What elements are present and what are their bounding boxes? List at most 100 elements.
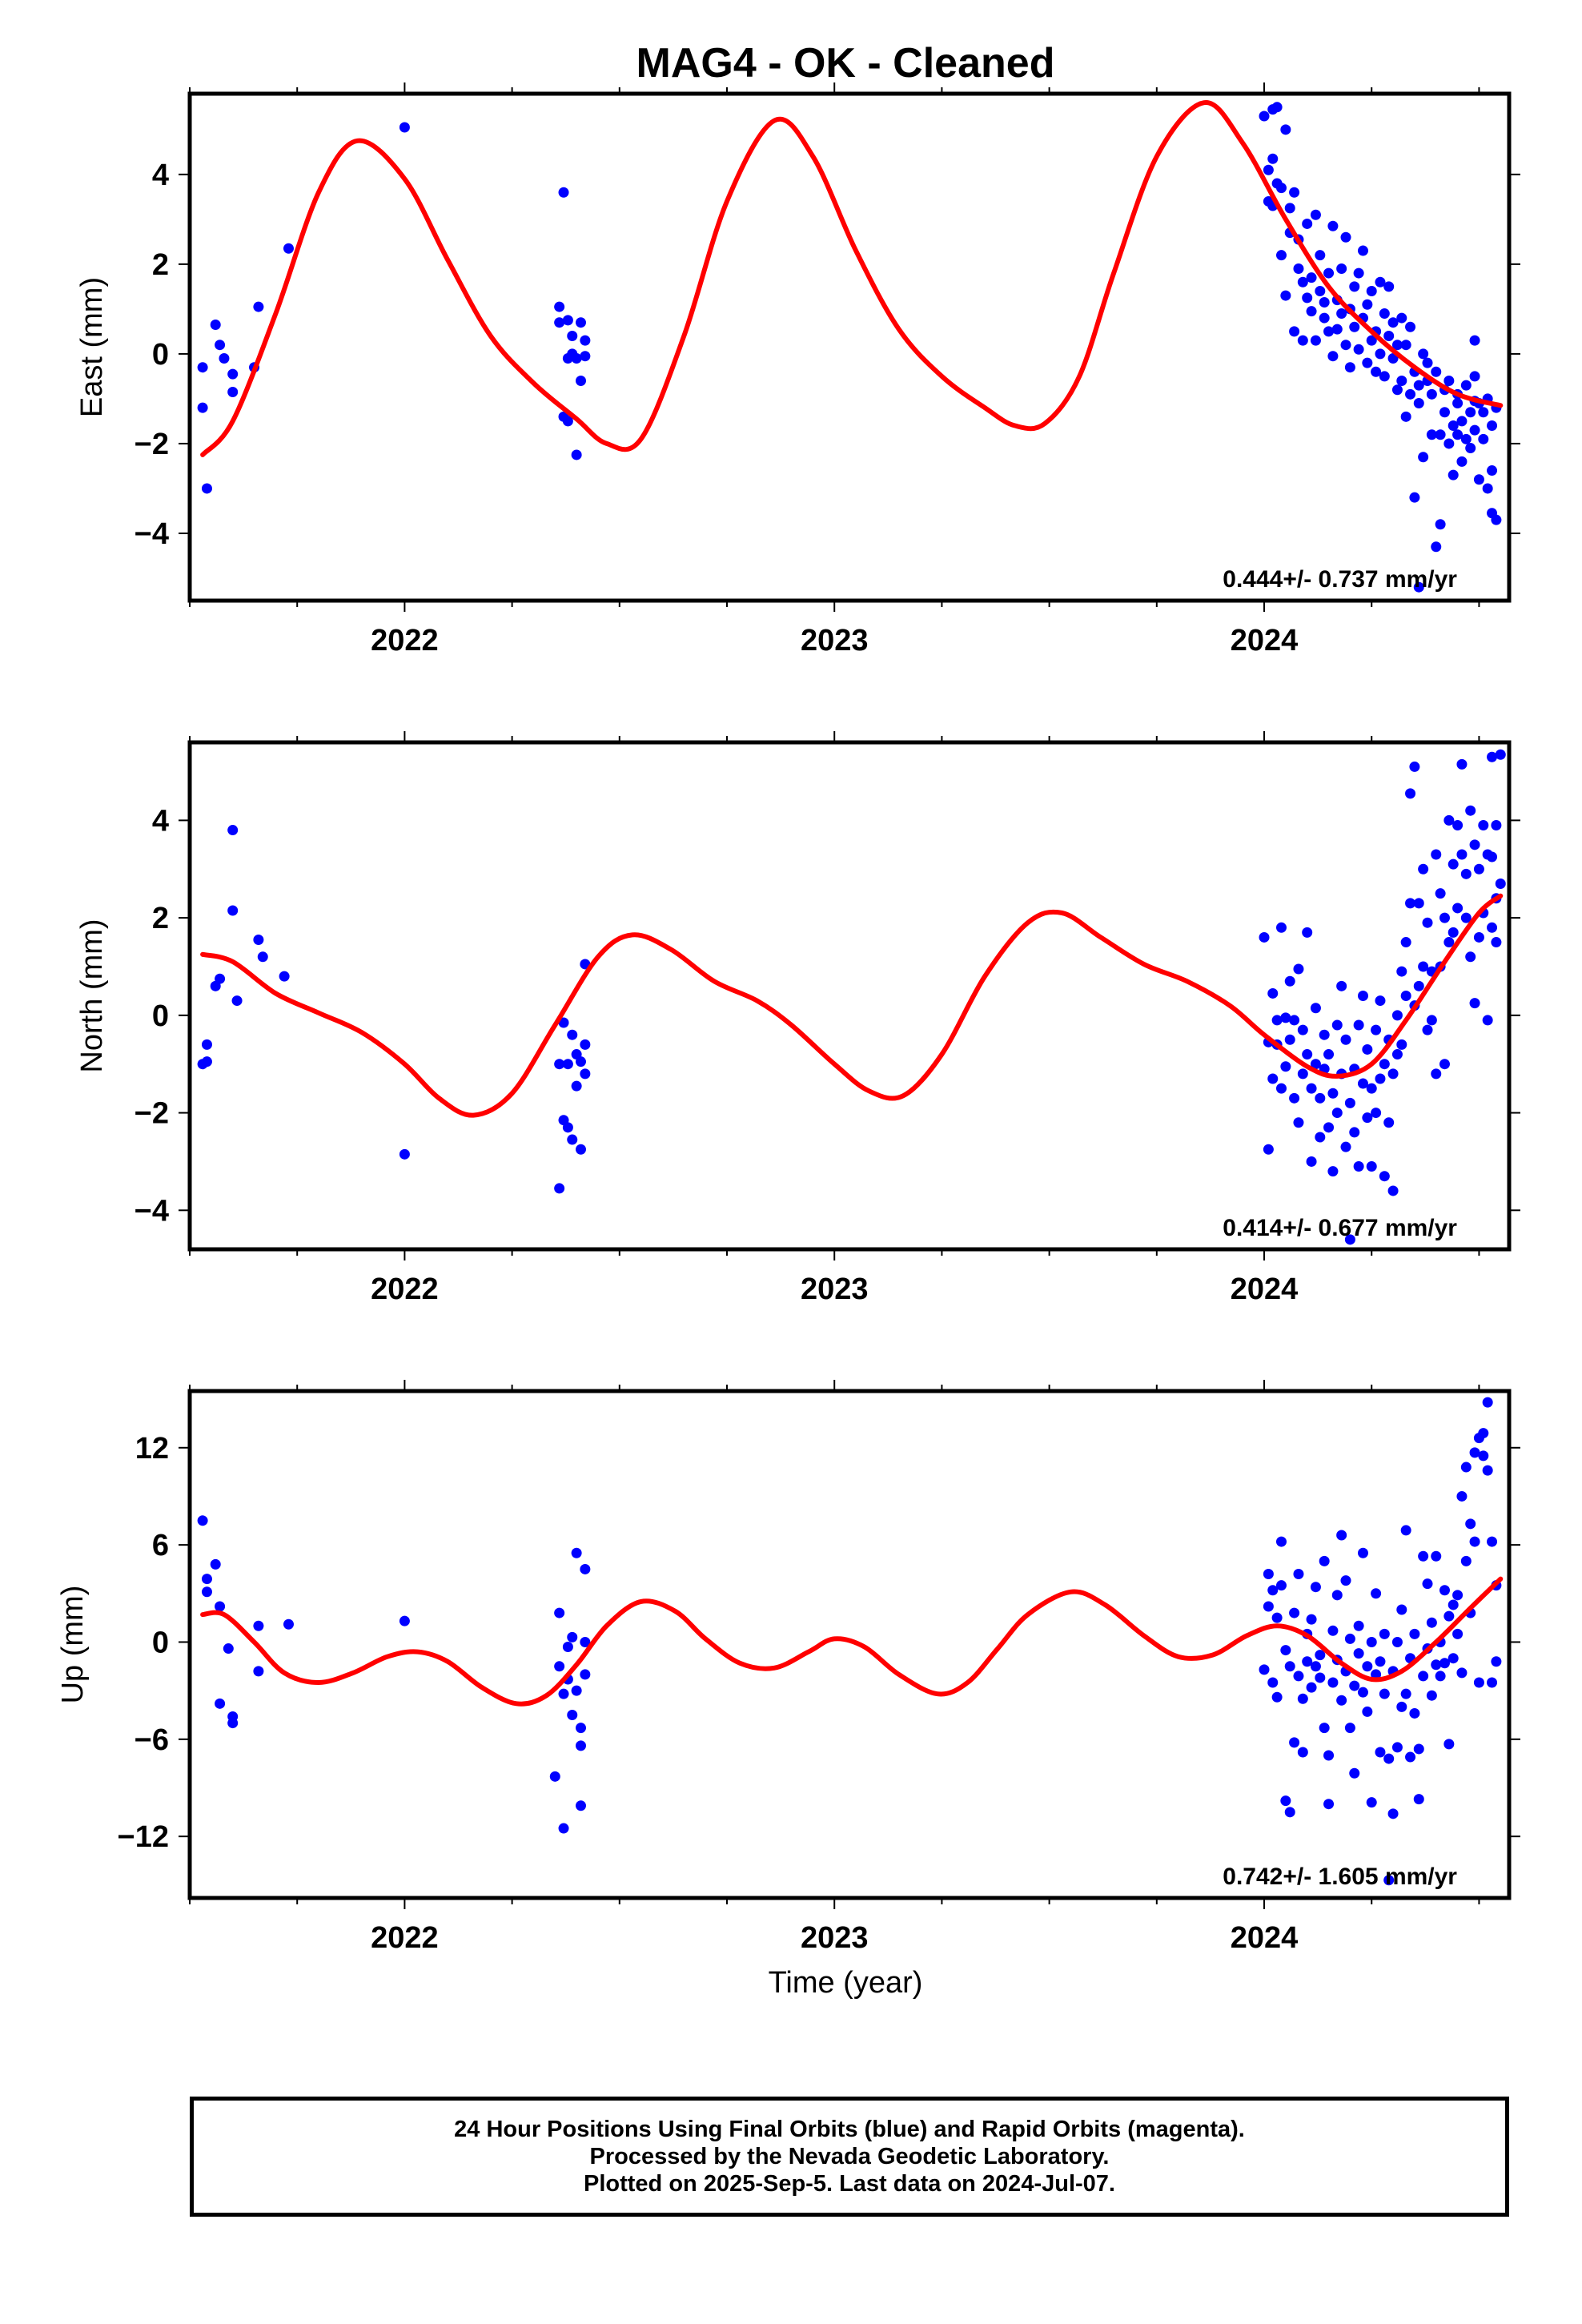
up-x-tick-label: 2024 [1231, 1921, 1299, 1955]
up-data-point [1319, 1555, 1330, 1566]
north-data-point [1435, 888, 1446, 899]
up-data-point [575, 1800, 586, 1811]
east-data-point [1473, 474, 1484, 485]
up-y-tick-label: 0 [152, 1626, 169, 1659]
up-data-point [1310, 1582, 1321, 1593]
north-data-point [279, 971, 290, 982]
east-data-point [1375, 348, 1386, 360]
east-data-point [1487, 465, 1498, 476]
up-data-point [1409, 1707, 1420, 1719]
up-data-point [227, 1718, 239, 1729]
north-data-point [227, 905, 239, 916]
east-data-point [1275, 250, 1287, 261]
north-data-point [215, 973, 226, 984]
up-data-point [549, 1771, 560, 1782]
north-data-point [1315, 1092, 1326, 1104]
east-data-point [1413, 581, 1424, 593]
north-data-point [1418, 961, 1429, 972]
north-data-point [1344, 1234, 1355, 1245]
east-data-point [197, 402, 208, 413]
up-y-axis-label: Up (mm) [56, 1586, 90, 1704]
up-rate-label: 0.742+/- 1.605 mm/yr [1223, 1864, 1457, 1890]
up-data-point [1431, 1550, 1442, 1562]
up-y-tick-label: −12 [118, 1820, 169, 1854]
up-data-point [1426, 1690, 1437, 1701]
up-data-point [1400, 1525, 1411, 1536]
north-data-point [1391, 1049, 1403, 1060]
north-data-point [1379, 1171, 1390, 1182]
east-plot-frame [187, 91, 1512, 603]
east-data-point [1409, 492, 1420, 503]
east-data-point [210, 319, 221, 330]
east-data-point [571, 353, 582, 364]
north-data-point [1405, 788, 1416, 799]
east-data-point [1319, 312, 1330, 324]
up-data-point [201, 1574, 212, 1585]
east-y-tick-label: −4 [135, 517, 169, 551]
east-data-point [1315, 250, 1326, 261]
north-data-point [1443, 937, 1455, 948]
east-data-point [219, 353, 230, 364]
up-data-point [1439, 1658, 1450, 1669]
east-data-point [1336, 263, 1347, 274]
up-data-point [1336, 1695, 1347, 1706]
east-data-point [1357, 245, 1368, 256]
east-data-point [1327, 351, 1339, 362]
east-data-point [1418, 348, 1429, 360]
north-data-point [1447, 927, 1459, 938]
east-data-point [580, 335, 591, 346]
north-data-point [1469, 839, 1480, 850]
east-data-point [1336, 308, 1347, 319]
east-y-tick-label: 2 [152, 248, 169, 282]
north-data-point [1447, 858, 1459, 870]
north-data-point [1271, 1015, 1283, 1026]
north-data-point [1366, 1161, 1377, 1172]
east-data-point [1469, 371, 1480, 382]
up-data-point [575, 1723, 586, 1734]
up-data-point [1452, 1590, 1464, 1601]
up-data-point [1297, 1747, 1308, 1758]
up-data-point [1327, 1677, 1339, 1688]
north-data-point [1336, 980, 1347, 991]
east-data-point [1362, 299, 1373, 310]
east-data-point [1327, 220, 1339, 231]
up-data-point [1487, 1677, 1498, 1688]
east-data-point [554, 317, 565, 328]
east-data-point [1375, 276, 1386, 287]
east-y-axis-label: East (mm) [75, 277, 109, 417]
up-data-point [1289, 1737, 1300, 1748]
up-data-point [571, 1685, 582, 1696]
north-data-point [1280, 1012, 1291, 1023]
up-data-point [567, 1709, 578, 1720]
up-data-point [1413, 1743, 1424, 1755]
up-data-point [1306, 1614, 1317, 1625]
east-data-point [1465, 407, 1476, 418]
north-x-tick-label: 2024 [1231, 1273, 1299, 1306]
up-data-point [1487, 1536, 1498, 1547]
up-data-point [1375, 1656, 1386, 1667]
up-data-point [201, 1586, 212, 1598]
up-data-point [580, 1563, 591, 1574]
up-data-point [1447, 1599, 1459, 1610]
x-axis-label: Time (year) [769, 1966, 923, 2000]
north-data-point [1297, 1024, 1308, 1035]
up-data-point [1409, 1628, 1420, 1639]
up-data-point [1473, 1677, 1484, 1688]
north-data-point [571, 1080, 582, 1092]
up-data-point [1271, 1691, 1283, 1703]
north-data-point [1409, 761, 1420, 772]
east-data-point [1396, 312, 1407, 324]
north-y-tick-label: 2 [152, 902, 169, 935]
east-data-point [1379, 308, 1390, 319]
up-data-point [1293, 1569, 1304, 1580]
up-data-point [1405, 1751, 1416, 1763]
north-data-point [1487, 851, 1498, 862]
east-model-line [200, 100, 1504, 457]
up-data-point [1297, 1693, 1308, 1704]
east-data-point [201, 483, 212, 494]
up-data-point [1431, 1659, 1442, 1671]
east-x-tick-label: 2024 [1231, 624, 1299, 657]
east-data-point [1302, 218, 1313, 229]
east-data-point [1353, 344, 1364, 355]
north-data-point [1396, 1039, 1407, 1050]
